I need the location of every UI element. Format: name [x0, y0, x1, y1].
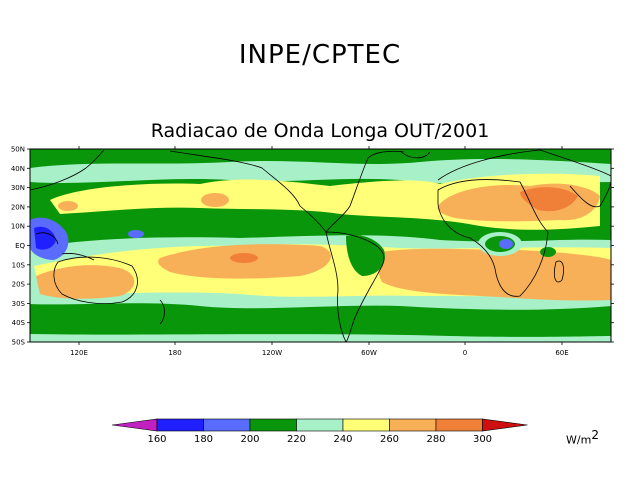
colorbar-segment — [296, 418, 344, 432]
colorbar-label: 180 — [194, 434, 213, 445]
colorbar-segment — [203, 418, 251, 432]
lat-label: 30N — [11, 184, 25, 192]
lat-label: 50S — [12, 339, 26, 347]
colorbar-label: 260 — [380, 434, 399, 445]
colorbar-segment — [435, 418, 483, 432]
colorbar-segment — [342, 418, 390, 432]
units-exponent: 2 — [591, 428, 599, 442]
lat-axis: 50N 40N 30N 20N 10N EQ 10S 20S 30S 40S 50S — [11, 146, 614, 347]
lat-label: 40S — [12, 319, 26, 327]
units-label: W/m2 — [566, 428, 599, 447]
lat-label: 10N — [11, 223, 25, 231]
lat-label: EQ — [15, 242, 25, 250]
colorbar: 160 180 200 220 240 260 280 300 — [111, 418, 528, 445]
colorbar-arrow-high — [482, 418, 528, 432]
lat-label: 20N — [11, 203, 25, 211]
colorbar-label: 200 — [240, 434, 259, 445]
lon-label: 60W — [361, 349, 377, 357]
lon-label: 0 — [463, 349, 467, 357]
colorbar-segment — [156, 418, 204, 432]
colorbar-label: 160 — [147, 434, 166, 445]
map-title: Radiacao de Onda Longa OUT/2001 — [150, 120, 490, 142]
coastlines — [30, 149, 611, 342]
lat-label: 20S — [12, 281, 26, 289]
colorbar-label: 240 — [333, 434, 352, 445]
lat-label: 40N — [11, 165, 25, 173]
lon-label: 120E — [70, 349, 88, 357]
units-text: W/m — [566, 433, 592, 447]
olr-field — [30, 149, 611, 342]
lon-axis: 120E 180 120W 60W 0 60E — [70, 146, 569, 357]
lat-label: 50N — [11, 146, 25, 154]
colorbar-label: 300 — [473, 434, 492, 445]
colorbar-label: 280 — [426, 434, 445, 445]
lon-label: 180 — [168, 349, 181, 357]
lon-label: 60E — [555, 349, 568, 357]
colorbar-label: 220 — [287, 434, 306, 445]
lat-label: 30S — [12, 300, 26, 308]
colorbar-segment — [249, 418, 297, 432]
colorbar-segment — [389, 418, 437, 432]
lat-label: 10S — [12, 261, 26, 269]
lon-label: 120W — [262, 349, 282, 357]
header-title: INPE/CPTEC — [238, 40, 402, 70]
colorbar-arrow-low — [111, 418, 158, 432]
